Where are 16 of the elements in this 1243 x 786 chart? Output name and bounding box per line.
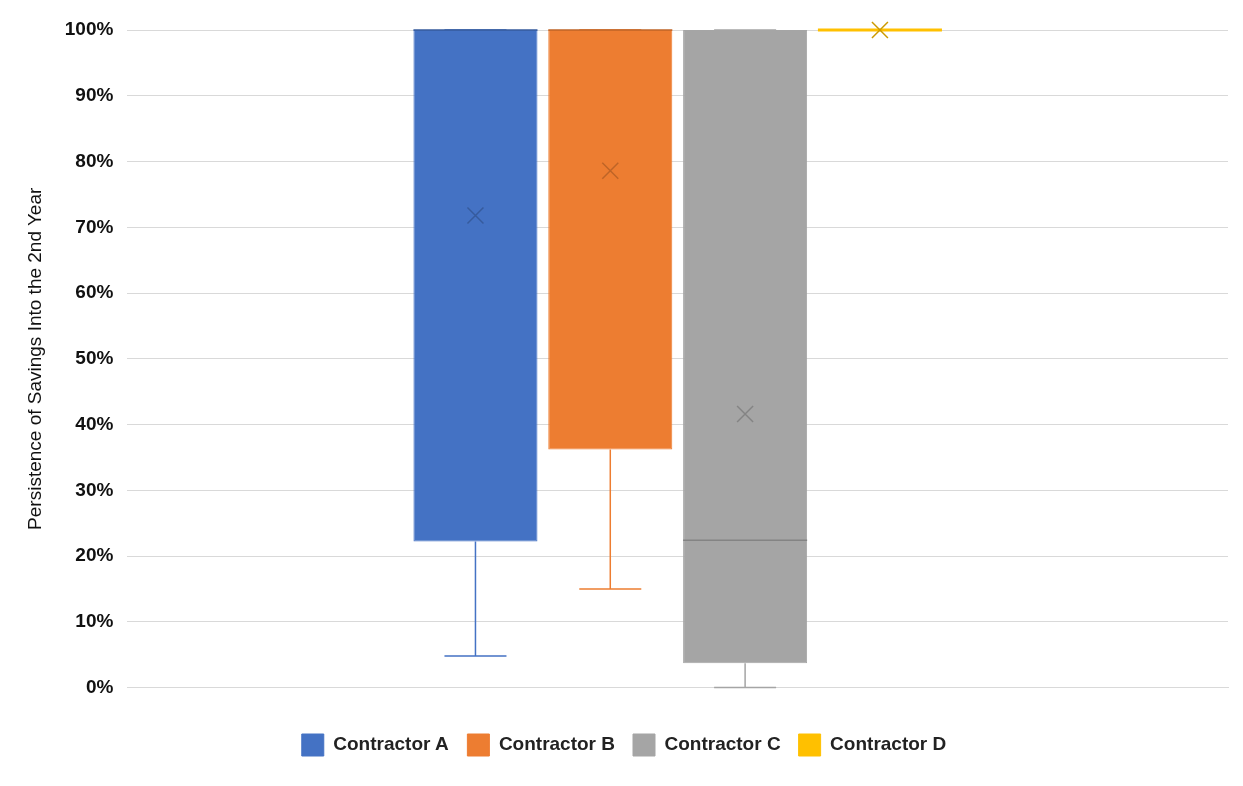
y-tick-label: 90% bbox=[75, 83, 114, 105]
y-tick-label: 60% bbox=[75, 281, 114, 303]
y-tick-label: 30% bbox=[75, 478, 114, 500]
legend-label: Contractor C bbox=[664, 733, 781, 755]
legend-label: Contractor A bbox=[333, 733, 449, 755]
y-tick-label: 0% bbox=[85, 675, 114, 697]
y-tick-label: 80% bbox=[75, 149, 114, 171]
y-tick-label: 40% bbox=[75, 412, 114, 434]
y-tick-label: 20% bbox=[75, 544, 114, 566]
y-tick-label: 100% bbox=[64, 18, 114, 40]
legend-label: Contractor B bbox=[498, 733, 616, 755]
legend-label: Contractor D bbox=[830, 733, 947, 755]
y-tick-label: 10% bbox=[75, 610, 114, 632]
y-axis-title: Persistence of Savings Into the 2nd Year bbox=[23, 187, 45, 530]
y-tick-label: 50% bbox=[75, 347, 114, 369]
y-tick-label: 70% bbox=[75, 215, 114, 237]
